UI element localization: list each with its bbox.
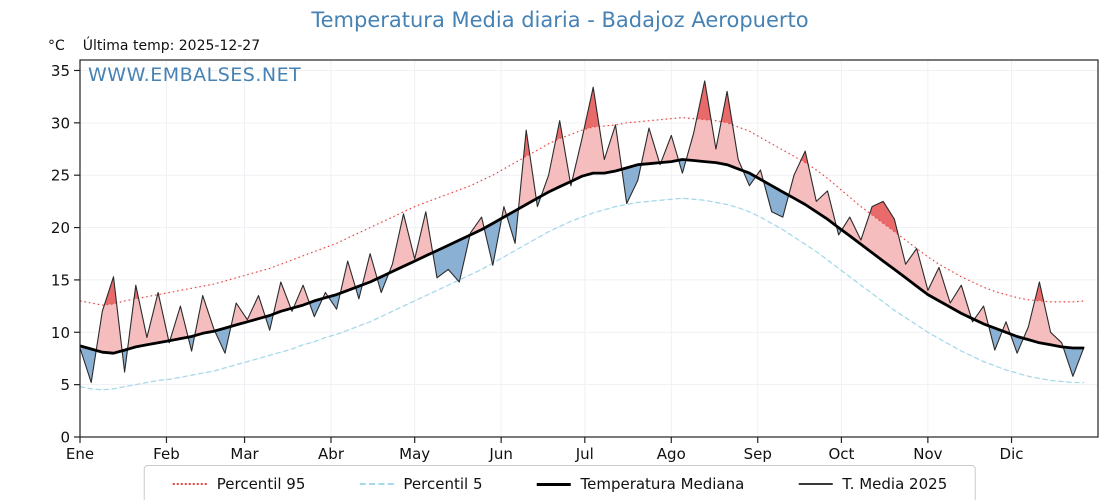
band-below-p5	[80, 198, 1085, 390]
x-tick-label: Ago	[657, 445, 686, 462]
y-tick-label: 35	[51, 62, 70, 80]
legend-label-percentil95: Percentil 95	[216, 475, 306, 493]
y-tick-label: 5	[60, 376, 70, 394]
percentil95-line	[79, 116, 1085, 306]
plot-border	[79, 59, 1099, 438]
x-tick-label: Abr	[318, 445, 345, 462]
legend-label-tmedia2025: T. Media 2025	[842, 475, 948, 493]
x-tick-label: Sep	[744, 445, 772, 462]
x-tick-label: Jul	[575, 445, 594, 462]
legend-item-percentil5: Percentil 5	[359, 475, 482, 493]
axis-unit-row: °C Última temp: 2025-12-27	[48, 38, 260, 54]
y-axis-unit-label: °C	[48, 38, 65, 54]
legend-label-mediana: Temperatura Mediana	[580, 475, 745, 493]
percentil5-line	[79, 197, 1085, 391]
band-above-median	[80, 80, 1085, 354]
band-below-median	[80, 159, 1085, 383]
tmedia2025-line-swatch	[798, 483, 833, 485]
tmedia2025-line	[79, 80, 1085, 384]
plot-svg: 0 5 10 15 20 25 30 35 Ene Feb Mar Abr May Jun Jul Ago Se…	[51, 59, 1099, 462]
x-tick-label: Jun	[488, 445, 512, 462]
y-tick-label: 25	[51, 167, 70, 185]
x-tick-label: Mar	[230, 445, 259, 462]
legend-item-tmedia2025: T. Media 2025	[798, 475, 947, 493]
x-tick-label: Oct	[828, 445, 854, 462]
percentil95-line-swatch	[172, 483, 207, 485]
legend-label-percentil5: Percentil 5	[403, 475, 483, 493]
y-tick-label: 30	[51, 114, 70, 132]
mediana-line	[79, 158, 1085, 355]
legend-item-percentil95: Percentil 95	[172, 475, 306, 493]
legend: Percentil 95 Percentil 5 Temperatura Med…	[143, 465, 977, 500]
x-tick-label: May	[399, 445, 430, 462]
legend-item-mediana: Temperatura Mediana	[536, 475, 744, 493]
y-tick-label: 10	[51, 324, 70, 342]
mediana-line-swatch	[536, 482, 571, 486]
y-tick-label: 0	[60, 429, 70, 447]
band-above-p95	[80, 80, 1085, 306]
chart-title: Temperatura Media diaria - Badajoz Aerop…	[311, 8, 809, 32]
x-tick-label: Dic	[1000, 445, 1024, 462]
x-tick-label: Ene	[66, 445, 94, 462]
y-tick-label: 20	[51, 219, 70, 237]
x-tick-label: Nov	[913, 445, 942, 462]
y-tick-label: 15	[51, 271, 70, 289]
percentil5-line-swatch	[359, 483, 394, 485]
x-tick-label: Feb	[153, 445, 180, 462]
last-temp-label: Última temp: 2025-12-27	[82, 38, 261, 54]
watermark: WWW.EMBALSES.NET	[88, 64, 302, 86]
